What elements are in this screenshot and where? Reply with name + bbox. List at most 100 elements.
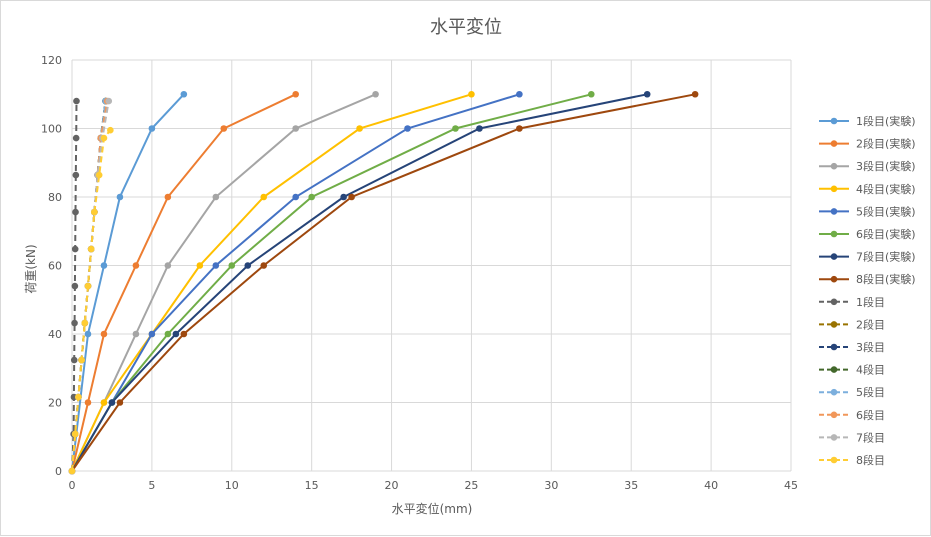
x-tick-label: 30: [544, 479, 558, 492]
legend-label: 7段目(実験): [856, 250, 916, 264]
data-point: [105, 97, 113, 105]
series-group: [68, 90, 699, 475]
legend-item: 5段目(実験): [819, 204, 916, 218]
data-point: [372, 90, 379, 98]
legend-item: 6段目: [819, 408, 885, 422]
data-point: [260, 193, 268, 201]
legend-swatch-marker: [830, 321, 838, 328]
data-point: [164, 330, 172, 338]
data-point: [72, 134, 80, 142]
legend-swatch-marker: [830, 343, 838, 351]
series-line: [71, 93, 648, 472]
data-point: [132, 262, 140, 269]
y-tick-label: 20: [48, 397, 62, 410]
legend-item: 8段目: [819, 453, 885, 467]
data-point: [340, 193, 347, 201]
legend-label: 2段目: [856, 317, 885, 331]
legend-item: 8段目(実験): [819, 272, 916, 286]
y-axis-label: 荷重(kN): [24, 244, 38, 293]
data-point: [196, 262, 204, 269]
x-tick-label: 35: [624, 479, 638, 492]
series-line: [71, 93, 592, 472]
y-tick-label: 80: [48, 191, 62, 204]
data-point: [78, 356, 85, 364]
data-point: [100, 399, 108, 406]
data-point: [87, 245, 95, 253]
legend-label: 3段目(実験): [856, 159, 916, 173]
legend-label: 7段目: [856, 430, 885, 444]
data-point: [84, 330, 92, 338]
data-point: [356, 125, 363, 132]
data-point: [476, 125, 483, 132]
data-point: [68, 467, 76, 475]
y-tick-label: 0: [55, 465, 62, 478]
series-4: [68, 90, 475, 475]
x-tick-label: 0: [69, 479, 76, 492]
data-point: [100, 134, 108, 142]
data-point: [148, 330, 156, 338]
legend-swatch-marker: [830, 388, 838, 396]
x-tick-label: 10: [225, 479, 239, 492]
legend-item: 1段目(実験): [819, 114, 916, 128]
data-point: [100, 330, 108, 338]
series-line: [71, 93, 185, 472]
data-point: [260, 262, 268, 269]
y-tick-label: 100: [41, 123, 62, 136]
data-point: [587, 90, 595, 98]
legend-item: 4段目(実験): [819, 182, 916, 196]
data-point: [212, 193, 220, 201]
y-tick-label: 60: [48, 260, 62, 273]
legend-swatch-marker: [830, 140, 838, 147]
data-point: [108, 399, 116, 406]
data-point: [75, 393, 82, 401]
data-point: [643, 90, 651, 98]
legend-label: 8段目(実験): [856, 272, 916, 286]
legend-swatch-marker: [830, 366, 838, 373]
data-point: [116, 193, 124, 201]
data-point: [81, 319, 89, 327]
data-point: [71, 282, 79, 290]
y-tick-label: 120: [41, 54, 62, 67]
data-point: [132, 330, 140, 338]
data-point: [107, 126, 114, 134]
x-tick-label: 5: [148, 479, 155, 492]
data-point: [172, 330, 180, 338]
x-tick-label: 20: [385, 479, 399, 492]
data-point: [516, 90, 523, 98]
grid: [71, 59, 792, 472]
data-point: [292, 125, 299, 132]
data-point: [73, 97, 80, 105]
legend-swatch-marker: [830, 253, 838, 260]
data-point: [308, 193, 315, 201]
data-point: [348, 193, 355, 201]
series-5: [68, 90, 523, 475]
data-point: [164, 262, 172, 269]
legend-label: 1段目: [856, 295, 885, 309]
data-point: [95, 171, 103, 179]
legend: 1段目(実験) 2段目(実験) 3段目(実験) 4段目(実験) 5段目(実験) 6段目(実…: [819, 114, 916, 467]
legend-item: 2段目(実験): [819, 137, 916, 151]
legend-swatch-marker: [830, 185, 838, 193]
y-tick-label: 40: [48, 328, 62, 341]
data-point: [71, 430, 79, 438]
legend-label: 2段目(実験): [856, 137, 916, 151]
chart-title: 水平変位: [430, 17, 502, 38]
series-line: [71, 93, 472, 472]
x-tick-label: 40: [704, 479, 718, 492]
data-point: [71, 245, 79, 253]
legend-label: 6段目(実験): [856, 227, 916, 241]
data-point: [228, 262, 236, 269]
legend-item: 7段目(実験): [819, 250, 916, 264]
data-point: [292, 90, 299, 98]
data-point: [84, 399, 92, 406]
series-7: [68, 90, 651, 475]
legend-label: 1段目(実験): [856, 114, 916, 128]
data-point: [148, 125, 156, 132]
legend-label: 4段目(実験): [856, 182, 916, 196]
legend-item: 6段目(実験): [819, 227, 916, 241]
data-point: [70, 356, 78, 364]
data-point: [71, 319, 78, 327]
legend-swatch-marker: [830, 411, 838, 419]
legend-label: 3段目: [856, 340, 885, 354]
